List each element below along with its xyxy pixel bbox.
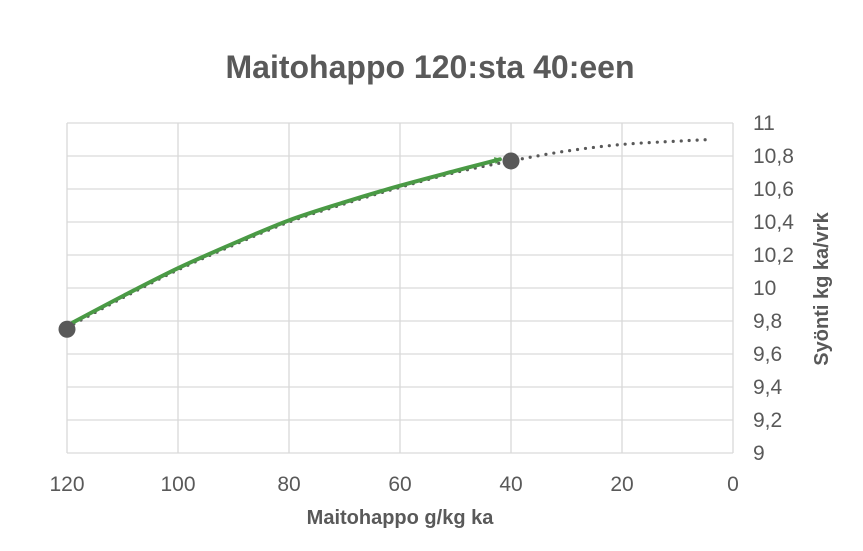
y-tick-label: 10,8 <box>753 145 794 168</box>
marker-layer <box>58 152 520 338</box>
chart-title: Maitohappo 120:sta 40:een <box>226 49 635 85</box>
x-tick-label: 40 <box>499 473 522 496</box>
trend-arrow <box>70 159 502 325</box>
x-tick-label: 100 <box>160 473 195 496</box>
y-tick-label: 9,2 <box>753 409 782 432</box>
y-axis-ticks: 11 10,8 10,6 10,4 10,2 10 9,8 9,6 9,4 9,2 9 <box>753 112 794 465</box>
x-axis-title: Maitohappo g/kg ka <box>307 507 495 529</box>
x-tick-label: 60 <box>388 473 411 496</box>
y-tick-label: 9,8 <box>753 310 782 333</box>
y-tick-label: 9,4 <box>753 376 783 399</box>
x-tick-label: 20 <box>610 473 633 496</box>
y-tick-label: 9 <box>753 442 765 465</box>
y-tick-label: 10,2 <box>753 244 794 267</box>
y-tick-label: 9,6 <box>753 343 782 366</box>
series-layer <box>65 137 713 330</box>
data-point-marker <box>502 152 520 170</box>
y-tick-label: 10,4 <box>753 211 794 234</box>
data-point-marker <box>58 320 76 338</box>
y-tick-label: 10,6 <box>753 178 794 201</box>
x-tick-label: 120 <box>49 473 84 496</box>
y-tick-label: 11 <box>753 112 775 135</box>
y-axis-title: Syönti kg ka/vrk <box>811 211 833 365</box>
x-tick-label: 0 <box>727 473 739 496</box>
trend-line-dotted <box>65 137 713 330</box>
x-tick-label: 80 <box>277 473 300 496</box>
grid <box>66 122 734 454</box>
y-tick-label: 10 <box>753 277 776 300</box>
x-axis-ticks: 120 100 80 60 40 20 0 <box>49 473 738 496</box>
